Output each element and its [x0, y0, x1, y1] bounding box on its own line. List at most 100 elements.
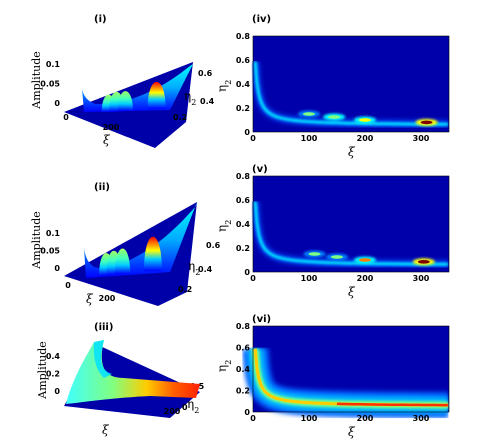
panel-1-ylabel: η2	[184, 89, 196, 107]
panel-2-x-tick: 100	[301, 134, 318, 143]
panel-4-y-tick: 0.8	[236, 172, 251, 181]
panel-4-y-tick: 0	[244, 268, 250, 277]
panel-6-curve-group	[255, 349, 448, 405]
panel-4-hotspot	[418, 260, 430, 264]
panel-1-z-tick: 0.05	[40, 80, 60, 89]
panel-2-hotspot	[359, 118, 371, 122]
panel-4-hotspot	[309, 252, 321, 256]
panel-3-y-tick: 0.2	[178, 285, 192, 294]
panel-3-title: (ii)	[94, 182, 110, 193]
panel-1-wall	[82, 64, 193, 112]
panel-2-ylabel: η2	[215, 80, 233, 92]
panel-3-zlabel: Amplitude	[30, 211, 43, 270]
panel-6-y-tick: 0	[244, 408, 250, 417]
chart-layer: (i)0.10.050Amplitude0200ξ0.60.40.2η2(iv)…	[30, 14, 450, 439]
panel-5-z-tick: 0.4	[46, 352, 61, 361]
panel-6-ylabel: η2	[215, 360, 233, 372]
panel-1-title: (i)	[94, 14, 107, 25]
panel-5-ylabel: η2	[187, 397, 199, 415]
panel-6-x-tick: 100	[301, 414, 318, 423]
panel-5-z-tick: 0.2	[46, 370, 60, 379]
panel-3-x-tick: 200	[99, 294, 116, 303]
panel-5-ridge-crest	[93, 340, 112, 378]
panel-3-z-tick: 0	[54, 264, 60, 273]
panel-1-y-tick: 0.2	[173, 113, 187, 122]
panel-2-y-tick: 0.4	[236, 80, 251, 89]
panel-3-peak	[114, 248, 131, 274]
panel-6-frame	[252, 325, 450, 413]
panel-1-z-tick: 0.1	[46, 60, 61, 69]
panel-1-zlabel: Amplitude	[30, 51, 43, 110]
panel-1-x-tick: 200	[103, 123, 120, 132]
panel-3-ylabel: η2	[188, 259, 200, 277]
panel-2-xlabel: ξ	[348, 145, 356, 159]
panel-6-xlabel: ξ	[348, 425, 356, 439]
panel-4-ylabel: η2	[215, 220, 233, 232]
panel-4-y-tick: 0.4	[236, 220, 251, 229]
panel-2-x-tick: 200	[357, 134, 374, 143]
panel-6-y-tick: 0.8	[236, 322, 251, 331]
panel-2-frame	[252, 35, 450, 133]
panel-2-hotspot	[421, 121, 433, 125]
panel-2-x-tick: 300	[413, 134, 430, 143]
panel-2-y-tick: 0.6	[236, 56, 251, 65]
panel-2-title: (iv)	[252, 14, 271, 25]
panel-6-ylabel-text: η2	[215, 360, 233, 372]
panel-2-y-tick: 0.2	[236, 104, 250, 113]
panel-2-curve-group	[255, 61, 448, 126]
panel-2-hotspot	[328, 115, 340, 119]
panel-5-x-tick: 200	[164, 407, 181, 416]
panel-3-wall	[84, 202, 197, 278]
panel-1-x-tick: 0	[63, 113, 69, 122]
panel-6-band-hot	[337, 404, 448, 405]
panel-4-title: (v)	[252, 164, 268, 175]
panel-3-y-tick: 0.4	[198, 265, 213, 274]
panel-6-x-tick: 0	[250, 414, 256, 423]
panel-5-ylabel-text: η2	[187, 397, 199, 415]
panel-1-y-tick: 0.4	[200, 97, 215, 106]
panel-5-title: (iii)	[94, 322, 113, 333]
panel-3-x-tick: 0	[65, 281, 71, 290]
panel-4-hotspot	[331, 255, 343, 259]
panel-5-y-tick: 0	[182, 403, 188, 412]
panel-4-y-tick: 0.6	[236, 196, 251, 205]
panel-6-x-tick: 200	[357, 414, 374, 423]
panel-3-z-tick: 0.1	[46, 229, 61, 238]
panel-2-curve	[255, 61, 448, 124]
panel-6-y-tick: 0.2	[236, 387, 250, 396]
panel-3-floor	[64, 202, 197, 306]
panel-4-x-tick: 100	[301, 274, 318, 283]
panel-4-xlabel: ξ	[348, 285, 356, 299]
panel-3-z-tick: 0.05	[40, 247, 60, 256]
panel-3-y-tick: 0.6	[206, 241, 221, 250]
panel-6-title: (vi)	[252, 314, 271, 325]
panel-4-x-tick: 0	[250, 274, 256, 283]
panel-6-x-tick: 300	[413, 414, 430, 423]
panel-2-x-tick: 0	[250, 134, 256, 143]
panel-4-x-tick: 300	[413, 274, 430, 283]
panel-6-y-tick: 0.4	[236, 365, 251, 374]
panel-6-y-tick: 0.6	[236, 344, 251, 353]
panel-5-xlabel: ξ	[102, 423, 110, 437]
panel-2-hotspot	[303, 112, 315, 116]
panel-1-peak	[147, 81, 166, 109]
panel-3-xlabel: ξ	[86, 292, 94, 306]
panel-1-y-tick: 0.6	[198, 69, 213, 78]
panel-4-x-tick: 200	[357, 274, 374, 283]
panel-2-y-tick: 0.8	[236, 32, 251, 41]
panel-2-y-tick: 0	[244, 128, 250, 137]
panel-5-zlabel: Amplitude	[36, 341, 49, 400]
panel-4-frame	[252, 175, 450, 273]
panel-1-z-tick: 0	[54, 99, 60, 108]
panel-4-hotspot	[359, 258, 371, 262]
panel-3-peak	[143, 236, 162, 272]
panel-5-z-tick: 0	[54, 387, 60, 396]
panel-2-ylabel-text: η2	[215, 80, 233, 92]
panel-4-ylabel-text: η2	[215, 220, 233, 232]
panel-1-peak	[117, 91, 133, 111]
panel-1-xlabel: ξ	[103, 133, 111, 147]
panel-4-y-tick: 0.2	[236, 244, 250, 253]
panel-1-ylabel-text: η2	[184, 89, 196, 107]
panel-4-curve-group	[255, 201, 448, 265]
